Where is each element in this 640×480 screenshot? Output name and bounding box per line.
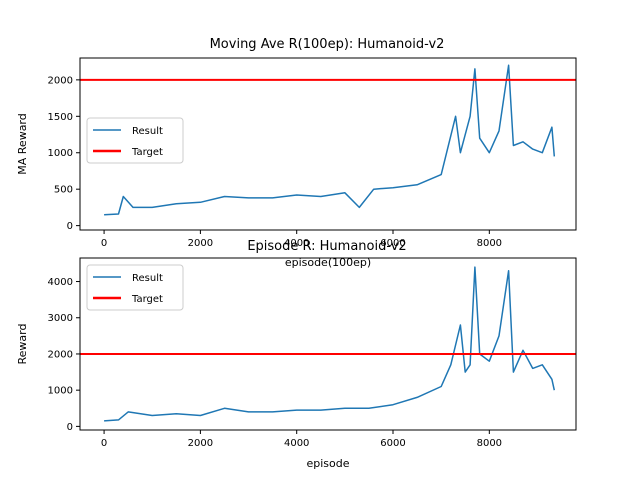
moving-average-subplot: Moving Ave R(100ep): Humanoid-v2 0 2000 40… <box>16 37 577 269</box>
y-tick-label: 1500 <box>48 112 73 123</box>
y-tick-label: 4000 <box>48 277 73 288</box>
x-tick-label: 0 <box>101 438 107 449</box>
x-tick-label: 2000 <box>188 438 213 449</box>
legend: Result Target <box>86 264 184 311</box>
y-tick-label: 500 <box>54 185 73 196</box>
plot-area <box>80 266 576 422</box>
x-tick-label: 4000 <box>284 238 309 249</box>
y-axis-ticks: 0 1000 2000 3000 4000 <box>48 277 80 433</box>
y-tick-label: 0 <box>67 221 73 232</box>
legend-target-label: Target <box>131 294 163 305</box>
y-axis-label: MA Reward <box>16 113 29 174</box>
plot-area <box>80 64 576 216</box>
x-axis-label: episode(100ep) <box>285 256 371 269</box>
x-tick-label: 0 <box>101 238 107 249</box>
axes-frame <box>79 57 577 231</box>
x-tick-label: 4000 <box>284 438 309 449</box>
y-tick-label: 2000 <box>48 349 73 360</box>
x-axis-label: episode <box>306 457 349 470</box>
y-tick-label: 0 <box>67 422 73 433</box>
legend: Result Target <box>86 117 184 164</box>
axes-frame <box>79 257 577 431</box>
result-series-line <box>104 266 556 422</box>
y-axis-label: Reward <box>16 324 29 365</box>
y-tick-label: 1000 <box>48 148 73 159</box>
episode-reward-subplot: 0 2000 4000 6000 8000 0 1000 2000 3000 4000 epis… <box>16 239 577 470</box>
x-tick-label: 2000 <box>188 238 213 249</box>
y-tick-label: 3000 <box>48 313 73 324</box>
x-axis-ticks: 0 2000 4000 6000 8000 <box>101 230 502 249</box>
x-tick-label: 6000 <box>380 238 405 249</box>
legend-target-label: Target <box>131 147 163 158</box>
result-series-line <box>104 64 556 216</box>
chart-title: Episode R: Humanoid-v2 <box>247 239 406 254</box>
x-axis-ticks: 0 2000 4000 6000 8000 <box>101 430 502 449</box>
legend-result-label: Result <box>132 126 163 137</box>
x-tick-label: 8000 <box>477 438 502 449</box>
x-tick-label: 8000 <box>477 238 502 249</box>
legend-result-label: Result <box>132 273 163 284</box>
y-axis-ticks: 0 500 1000 1500 2000 <box>48 75 80 232</box>
y-tick-label: 2000 <box>48 75 73 86</box>
y-tick-label: 1000 <box>48 386 73 397</box>
x-tick-label: 6000 <box>380 438 405 449</box>
chart-title: Moving Ave R(100ep): Humanoid-v2 <box>210 37 445 52</box>
